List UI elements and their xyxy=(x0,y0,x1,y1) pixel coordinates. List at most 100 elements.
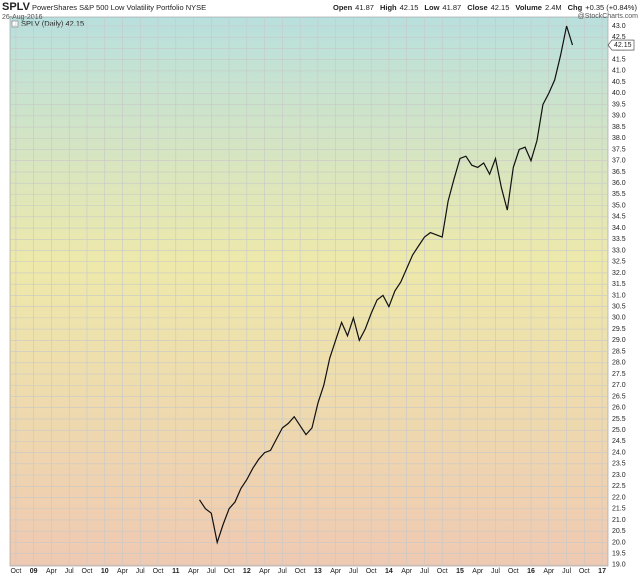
quote-label: Close xyxy=(467,3,487,12)
x-tick-label: Oct xyxy=(82,568,93,575)
x-tick-label: Apr xyxy=(259,568,271,575)
y-tick-label: 26.0 xyxy=(612,405,626,412)
quote-label: Volume xyxy=(515,3,542,12)
y-tick-label: 32.5 xyxy=(612,259,626,266)
y-tick-label: 22.0 xyxy=(612,494,626,501)
x-tick-label: Jul xyxy=(136,568,145,575)
y-tick-label: 20.0 xyxy=(612,539,626,546)
y-tick-label: 30.5 xyxy=(612,304,626,311)
y-tick-label: 29.0 xyxy=(612,337,626,344)
y-tick-label: 31.0 xyxy=(612,292,626,299)
quote-label: Low xyxy=(424,3,439,12)
quote-label: Open xyxy=(333,3,353,12)
last-price-tag xyxy=(607,39,635,51)
y-tick-label: 28.5 xyxy=(612,348,626,355)
x-tick-label: Apr xyxy=(330,568,342,575)
y-tick-label: 27.0 xyxy=(612,382,626,389)
y-tick-label: 32.0 xyxy=(612,270,626,277)
date: 26-Aug-2016 xyxy=(2,14,43,21)
y-tick-label: 35.0 xyxy=(612,202,626,209)
y-tick-label: 19.5 xyxy=(612,550,626,557)
y-tick-label: 33.0 xyxy=(612,247,626,254)
x-tick-label: 10 xyxy=(101,568,109,575)
y-tick-label: 37.5 xyxy=(612,146,626,153)
y-tick-label: 24.0 xyxy=(612,449,626,456)
quote-value: 41.87 xyxy=(355,3,374,12)
x-tick-label: Jul xyxy=(65,568,74,575)
quote-label: Chg xyxy=(568,3,583,12)
quote-value: +0.35 (+0.84%) xyxy=(585,3,637,12)
y-tick-label: 22.5 xyxy=(612,483,626,490)
y-tick-label: 26.5 xyxy=(612,393,626,400)
y-tick-label: 28.0 xyxy=(612,360,626,367)
x-tick-label: Oct xyxy=(153,568,164,575)
x-tick-label: Apr xyxy=(543,568,555,575)
y-tick-label: 34.5 xyxy=(612,214,626,221)
y-tick-label: 25.0 xyxy=(612,427,626,434)
credit: @StockCharts.com xyxy=(578,13,639,20)
y-tick-label: 40.5 xyxy=(612,79,626,86)
x-tick-label: 09 xyxy=(30,568,38,575)
quote-label: High xyxy=(380,3,397,12)
chart-title: PowerShares S&P 500 Low Volatility Portf… xyxy=(32,3,206,12)
y-tick-label: 41.0 xyxy=(612,68,626,75)
x-tick-label: 11 xyxy=(172,568,180,575)
y-tick-label: 23.5 xyxy=(612,461,626,468)
y-tick-label: 34.0 xyxy=(612,225,626,232)
y-tick-label: 20.5 xyxy=(612,528,626,535)
y-tick-label: 39.0 xyxy=(612,113,626,120)
x-tick-label: Jul xyxy=(562,568,571,575)
last-price-label: 42.15 xyxy=(614,42,632,49)
plot-area xyxy=(9,16,609,567)
quote-value: 42.15 xyxy=(491,3,510,12)
y-tick-label: 38.5 xyxy=(612,124,626,131)
x-tick-label: Apr xyxy=(401,568,413,575)
y-tick-label: 24.5 xyxy=(612,438,626,445)
y-tick-label: 36.0 xyxy=(612,180,626,187)
y-tick-label: 39.5 xyxy=(612,101,626,108)
quote: Open 41.87 High 42.15 Low 41.87 Close 42.15 Volu… xyxy=(333,3,637,12)
y-tick-label: 29.5 xyxy=(612,326,626,333)
quote-value: 42.15 xyxy=(400,3,419,12)
x-tick-label: 16 xyxy=(527,568,535,575)
x-tick-label: Oct xyxy=(10,568,21,575)
x-tick-label: Oct xyxy=(508,568,519,575)
quote-value: 41.87 xyxy=(442,3,461,12)
y-tick-label: 19.0 xyxy=(612,562,626,569)
y-tick-label: 38.0 xyxy=(612,135,626,142)
y-tick-label: 42.5 xyxy=(612,34,626,41)
quote-value: 2.4M xyxy=(545,3,562,12)
x-tick-label: Oct xyxy=(224,568,235,575)
y-tick-label: 33.5 xyxy=(612,236,626,243)
x-tick-label: Jul xyxy=(207,568,216,575)
y-tick-label: 40.0 xyxy=(612,90,626,97)
x-tick-label: Jul xyxy=(491,568,500,575)
x-tick-label: Apr xyxy=(46,568,58,575)
x-tick-label: 14 xyxy=(385,568,393,575)
x-tick-label: Oct xyxy=(366,568,377,575)
y-tick-label: 21.5 xyxy=(612,506,626,513)
symbol: SPLV xyxy=(2,1,31,13)
x-tick-label: 15 xyxy=(456,568,464,575)
y-tick-label: 35.5 xyxy=(612,191,626,198)
y-tick-label: 36.5 xyxy=(612,169,626,176)
y-tick-label: 21.0 xyxy=(612,517,626,524)
x-tick-label: 13 xyxy=(314,568,322,575)
legend-entry: SPLV (Daily) 42.15 xyxy=(21,19,84,28)
x-tick-label: Oct xyxy=(579,568,590,575)
x-tick-label: Oct xyxy=(295,568,306,575)
y-tick-label: 25.5 xyxy=(612,416,626,423)
x-tick-label: Jul xyxy=(349,568,358,575)
price-line xyxy=(198,25,574,545)
y-tick-label: 23.0 xyxy=(612,472,626,479)
x-tick-label: Apr xyxy=(188,568,200,575)
y-tick-label: 41.5 xyxy=(612,57,626,64)
y-tick-label: 30.0 xyxy=(612,315,626,322)
y-tick-label: 37.0 xyxy=(612,158,626,165)
legend-icon xyxy=(11,20,19,28)
x-tick-label: Jul xyxy=(278,568,287,575)
x-tick-label: Apr xyxy=(117,568,129,575)
x-tick-label: 17 xyxy=(598,568,606,575)
x-tick-label: Jul xyxy=(420,568,429,575)
